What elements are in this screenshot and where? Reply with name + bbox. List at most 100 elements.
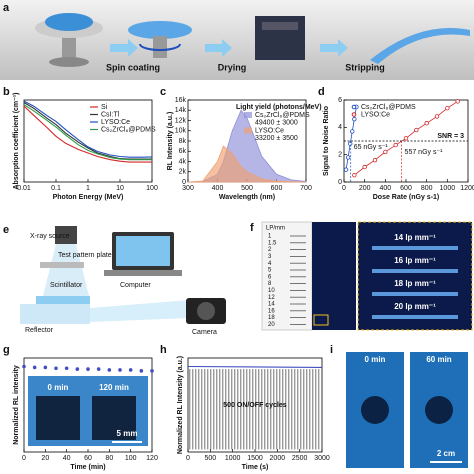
spin-coater — [35, 13, 470, 67]
zoom-image — [357, 221, 473, 331]
setup-label: X-ray source — [30, 233, 70, 240]
point — [383, 149, 388, 155]
point — [445, 105, 450, 111]
plate-number: 5 — [268, 268, 272, 274]
y-tick-label: 12k — [175, 117, 187, 124]
panel-letters: a b c d e f g h i — [3, 2, 333, 356]
x-tick-label: 0 — [22, 455, 26, 462]
legend-label: Cs₂ZrCl₆@PDMS — [361, 104, 416, 111]
legend-swatch — [244, 127, 252, 134]
x-tick-label: 700 — [300, 185, 312, 192]
time-label: 60 min — [426, 355, 451, 364]
plate-number: 2 — [268, 247, 272, 253]
x-tick-label: 0.01 — [17, 185, 31, 192]
y-tick-label: 10k — [175, 128, 187, 135]
point — [22, 364, 26, 369]
imaging-setup — [20, 226, 226, 324]
threshold-label: SNR = 3 — [437, 133, 464, 140]
step-label: Drying — [218, 62, 247, 72]
panel-letter: b — [3, 86, 10, 98]
zoom-label: 18 lp mm⁻¹ — [394, 279, 436, 288]
x-axis-label: Time (min) — [70, 464, 105, 471]
x-tick-label: 1000 — [225, 455, 241, 462]
legend-swatch — [244, 112, 252, 118]
zoom-label: 14 lp mm⁻¹ — [394, 233, 436, 242]
x-tick-label: 200 — [359, 185, 371, 192]
y-tick-label: 4k — [179, 158, 187, 165]
x-tick-label: 1000 — [440, 185, 456, 192]
panel-letter: g — [3, 344, 10, 356]
x-tick-label: 300 — [182, 185, 194, 192]
y-axis-label: RL Intensity (a.u.) — [167, 112, 174, 171]
cycle-pattern — [189, 369, 321, 450]
lod-label: 557 nGy s⁻¹ — [405, 149, 444, 156]
x-tick-label: 400 — [212, 185, 224, 192]
zoom-box — [313, 314, 329, 326]
plate-number: 8 — [268, 281, 272, 287]
point — [343, 167, 349, 172]
time-label: 0 min — [365, 355, 386, 364]
legend-marker — [351, 104, 357, 110]
panel-letter: f — [250, 222, 254, 234]
scale-label: 2 cm — [437, 449, 455, 458]
point — [32, 365, 37, 370]
y-axis-label: Normalized RL Intensity (a.u.) — [177, 356, 184, 454]
panel-letter: c — [160, 86, 166, 98]
x-axis-label: Time (s) — [242, 464, 269, 471]
point — [424, 121, 429, 126]
point — [362, 164, 367, 170]
point — [434, 114, 440, 119]
x-tick-label: 400 — [379, 185, 391, 192]
series-area — [187, 145, 307, 183]
x-tick-label: 2500 — [292, 455, 308, 462]
x-tick-label: 100 — [146, 185, 158, 192]
x-tick-label: 20 — [41, 455, 49, 462]
x-tick-label: 0 — [342, 185, 346, 192]
point — [350, 129, 355, 134]
plate-number: 18 — [268, 315, 275, 321]
legend-value: 33200 ± 3500 — [255, 135, 298, 142]
legend-marker — [351, 112, 357, 117]
x-tick-label: 500 — [204, 455, 216, 462]
x-axis-label: Dose Rate (nGy s-1) — [373, 194, 440, 201]
x-tick-label: 1500 — [247, 455, 263, 462]
x-tick-label: 3000 — [314, 455, 330, 462]
series-line — [23, 105, 152, 163]
legend-title: Light yield (photons/MeV) — [236, 104, 322, 111]
x-tick-label: 60 — [84, 455, 92, 462]
point — [150, 369, 154, 373]
legend-value: 49400 ± 3000 — [255, 119, 298, 126]
zoom-bar — [372, 269, 458, 273]
point — [107, 368, 112, 372]
plate-number: 10 — [268, 288, 275, 294]
point — [372, 157, 378, 163]
point — [118, 368, 122, 372]
figure-shape — [361, 396, 389, 424]
y-tick-label: 6 — [338, 97, 342, 104]
y-tick-label: 0 — [338, 179, 342, 186]
point — [43, 365, 48, 370]
x-tick-label: 100 — [125, 455, 137, 462]
panel-a-bg — [0, 0, 474, 80]
panel-letter: e — [3, 224, 9, 236]
xray-image — [312, 222, 356, 330]
setup-label: Scintillator — [50, 282, 83, 289]
inset-sample — [36, 396, 80, 440]
plate-number: 1 — [268, 234, 272, 240]
y-tick-label: 2 — [338, 152, 342, 159]
legend-label: LYSO:Ce — [101, 119, 130, 126]
legend-label: Cs₂ZrCl₆@PDMS — [101, 126, 156, 133]
x-axis-label: Photon Energy (MeV) — [53, 194, 124, 201]
x-tick-label: 600 — [271, 185, 283, 192]
point — [64, 366, 69, 371]
legend-label: LYSO:Ce — [361, 111, 390, 118]
legend-label: Cs₂ZrCl₆@PDMS — [255, 112, 310, 119]
y-tick-label: 16k — [175, 97, 187, 104]
x-tick-label: 80 — [105, 455, 113, 462]
y-axis-label: Absorption coefficient (cm⁻¹) — [13, 92, 20, 189]
inset-sample — [92, 396, 136, 440]
point — [75, 367, 80, 371]
